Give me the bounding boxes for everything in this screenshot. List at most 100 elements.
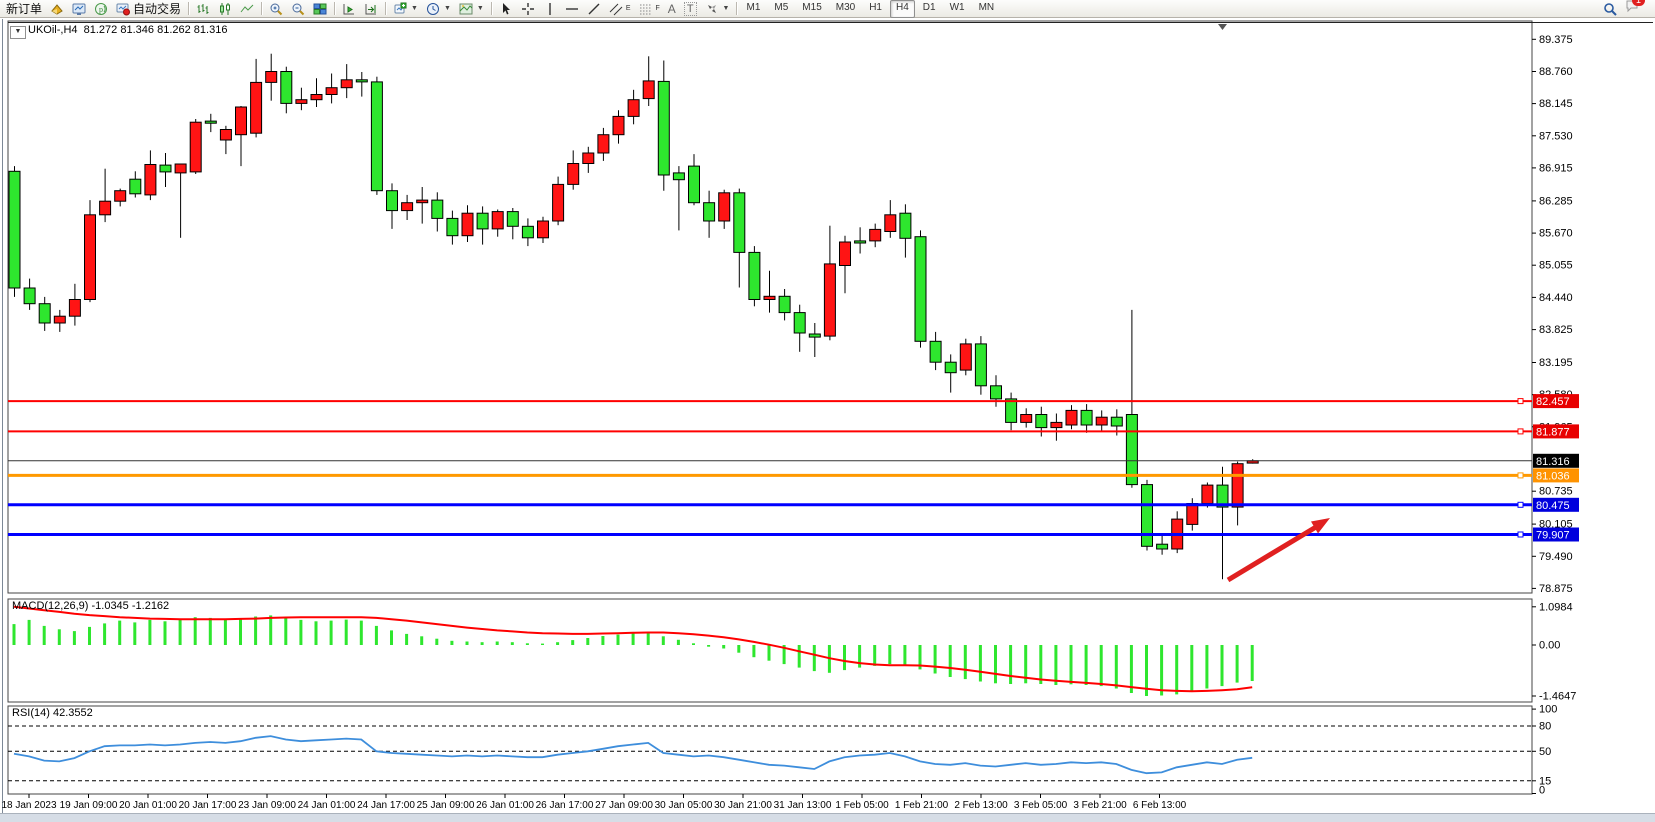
svg-text:26 Jan 17:00: 26 Jan 17:00 bbox=[536, 800, 594, 811]
zoom-out-icon bbox=[292, 3, 305, 15]
templates-button[interactable]: ▼ bbox=[455, 0, 488, 17]
fibonacci-tool-button[interactable]: F bbox=[635, 0, 664, 17]
periods-button[interactable]: ▼ bbox=[422, 0, 455, 17]
toolbar-separator bbox=[490, 2, 492, 15]
hline-handle[interactable] bbox=[1517, 472, 1524, 479]
candle-chart-icon bbox=[220, 2, 231, 15]
svg-text:100: 100 bbox=[1539, 704, 1557, 716]
shift-end-marker bbox=[1218, 24, 1227, 30]
timeframe-button-w1[interactable]: W1 bbox=[949, 1, 965, 13]
arrows-icon bbox=[707, 4, 716, 13]
channel-tool-label: E bbox=[625, 5, 631, 12]
hline-handle[interactable] bbox=[1517, 531, 1524, 538]
timeframe-button-h4[interactable]: H4 bbox=[890, 0, 915, 18]
market-watch-button[interactable] bbox=[68, 0, 90, 17]
candle-chart-mode-button[interactable] bbox=[214, 0, 236, 17]
svg-text:3 Feb 05:00: 3 Feb 05:00 bbox=[1014, 800, 1068, 811]
autotrade-label: 自动交易 bbox=[133, 2, 182, 16]
new-order-label: 新订单 bbox=[6, 2, 43, 16]
channel-tool-button[interactable]: E bbox=[605, 0, 635, 17]
svg-text:0.00: 0.00 bbox=[1539, 640, 1560, 652]
autotrade-icon bbox=[116, 3, 131, 15]
chart-ohlc-header: UKOil-,H4 81.272 81.346 81.262 81.316 bbox=[28, 24, 228, 36]
svg-text:15: 15 bbox=[1539, 775, 1551, 787]
text-label-tool-button[interactable]: T bbox=[680, 0, 701, 17]
macd-layer bbox=[12, 605, 1254, 696]
toolbar-separator bbox=[736, 2, 738, 15]
symbol-dropdown[interactable]: ▼ bbox=[10, 26, 26, 39]
hline-handle[interactable] bbox=[1517, 428, 1524, 435]
main-toolbar: 新订单 p 自动交易 ▼ ▼ bbox=[0, 0, 1655, 18]
line-chart-mode-button[interactable] bbox=[236, 0, 258, 17]
chart-shift-icon bbox=[365, 3, 377, 14]
chevron-down-icon: ▼ bbox=[443, 5, 451, 12]
timeframe-button-d1[interactable]: D1 bbox=[922, 1, 936, 13]
svg-text:30 Jan 05:00: 30 Jan 05:00 bbox=[655, 800, 713, 811]
auto-scroll-button[interactable] bbox=[338, 0, 360, 17]
timeframe-button-m5[interactable]: M5 bbox=[774, 1, 789, 13]
svg-text:87.530: 87.530 bbox=[1539, 130, 1573, 142]
text-tool-button[interactable]: A bbox=[664, 0, 680, 17]
zoom-in-button[interactable] bbox=[265, 0, 287, 17]
crosshair-tool-button[interactable] bbox=[517, 0, 539, 17]
svg-text:26 Jan 01:00: 26 Jan 01:00 bbox=[476, 800, 534, 811]
horizontal-line-icon bbox=[565, 7, 578, 10]
svg-text:86.285: 86.285 bbox=[1539, 195, 1573, 207]
window-bottom-strip bbox=[0, 813, 1655, 822]
svg-text:20 Jan 01:00: 20 Jan 01:00 bbox=[119, 800, 177, 811]
pane-frames bbox=[7, 20, 1653, 795]
history-icon bbox=[51, 3, 63, 15]
chevron-down-icon: ▼ bbox=[476, 5, 484, 12]
notifications-button[interactable]: 1 bbox=[1625, 0, 1645, 18]
svg-text:81.316: 81.316 bbox=[1536, 456, 1570, 468]
horizontal-line-tool-button[interactable] bbox=[561, 0, 583, 17]
history-center-button[interactable] bbox=[46, 0, 68, 17]
window-left-border bbox=[2, 19, 3, 813]
bar-chart-mode-button[interactable] bbox=[192, 0, 214, 17]
tile-windows-button[interactable] bbox=[309, 0, 331, 17]
hline-handle[interactable] bbox=[1517, 501, 1524, 508]
chevron-down-icon: ▼ bbox=[411, 5, 418, 12]
autotrade-button[interactable]: 自动交易 bbox=[112, 0, 185, 17]
svg-text:25 Jan 09:00: 25 Jan 09:00 bbox=[417, 800, 475, 811]
cursor-tool-button[interactable] bbox=[495, 0, 517, 17]
new-chart-button[interactable]: ▼ bbox=[389, 0, 422, 17]
timeframe-button-mn[interactable]: MN bbox=[978, 1, 995, 13]
svg-text:81.877: 81.877 bbox=[1536, 426, 1570, 438]
notification-badge: 1 bbox=[1632, 0, 1645, 6]
svg-text:88.145: 88.145 bbox=[1539, 98, 1573, 110]
search-icon[interactable] bbox=[1603, 2, 1617, 16]
svg-text:20 Jan 17:00: 20 Jan 17:00 bbox=[179, 800, 237, 811]
fibo-tool-label: F bbox=[655, 5, 660, 12]
hline-handle[interactable] bbox=[1517, 398, 1524, 405]
rsi-layer bbox=[8, 725, 1532, 782]
timeframe-button-m15[interactable]: M15 bbox=[802, 1, 822, 13]
zoom-in-icon bbox=[270, 3, 283, 15]
vertical-line-tool-button[interactable] bbox=[539, 0, 561, 17]
svg-text:86.915: 86.915 bbox=[1539, 162, 1573, 174]
rsi-indicator-label: RSI(14) 42.3552 bbox=[12, 707, 93, 719]
market-watch-icon bbox=[72, 3, 86, 15]
template-icon bbox=[459, 3, 473, 14]
svg-text:27 Jan 09:00: 27 Jan 09:00 bbox=[595, 800, 653, 811]
new-order-button[interactable]: 新订单 bbox=[2, 0, 46, 17]
svg-text:80.475: 80.475 bbox=[1536, 500, 1570, 512]
signals-button[interactable]: p bbox=[90, 0, 112, 17]
svg-text:79.907: 79.907 bbox=[1536, 530, 1570, 542]
svg-text:80: 80 bbox=[1539, 721, 1551, 733]
timeframe-button-h1[interactable]: H1 bbox=[869, 1, 882, 13]
arrows-tool-button[interactable]: ▼ bbox=[701, 0, 734, 17]
toolbar-separator bbox=[261, 2, 263, 15]
trendline-tool-button[interactable] bbox=[583, 0, 605, 17]
svg-text:85.055: 85.055 bbox=[1539, 260, 1573, 272]
chart-shift-button[interactable] bbox=[360, 0, 382, 17]
svg-text:24 Jan 17:00: 24 Jan 17:00 bbox=[357, 800, 415, 811]
svg-text:6 Feb 13:00: 6 Feb 13:00 bbox=[1133, 800, 1187, 811]
zoom-out-button[interactable] bbox=[287, 0, 309, 17]
timeframe-button-m30[interactable]: M30 bbox=[835, 1, 856, 13]
text-tool-label: A bbox=[667, 1, 676, 16]
annotation-arrow[interactable] bbox=[1226, 518, 1330, 583]
chevron-down-icon: ▼ bbox=[722, 5, 730, 12]
timeframe-button-m1[interactable]: M1 bbox=[746, 1, 761, 13]
